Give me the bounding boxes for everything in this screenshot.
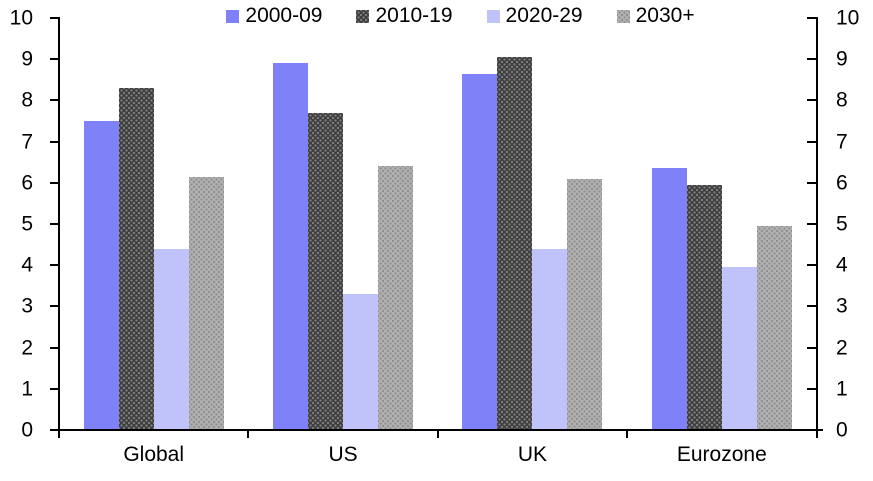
y-axis-right-tick-10: [807, 17, 816, 19]
y-axis-left-tick-3: [50, 305, 59, 308]
legend-label-2030plus: 2030+: [635, 4, 695, 27]
bar-global-2020-29: [153, 248, 189, 430]
y-axis-left-line: [57, 17, 60, 431]
y-axis-left-tick-1: [50, 387, 59, 390]
legend-label-2010-19: 2010-19: [375, 4, 453, 27]
y-axis-right-label-9: 9: [836, 47, 848, 71]
y-axis-right-tick-5: [807, 223, 816, 225]
y-axis-right-label-3: 3: [836, 294, 848, 318]
bar-global-2030plus: [188, 176, 224, 430]
x-axis-label-us: US: [328, 443, 358, 466]
legend-swatch-2010-19: [356, 10, 370, 23]
x-axis-tick-2: [436, 430, 439, 438]
x-axis-label-eurozone: Eurozone: [676, 443, 767, 466]
y-axis-left-tick-4: [50, 264, 59, 267]
bar-eurozone-2000-09: [651, 168, 687, 430]
y-axis-left-tick-2: [50, 346, 59, 349]
legend-item-2000-09: 2000-09: [226, 5, 322, 26]
y-axis-right-tick-2: [807, 346, 816, 349]
y-axis-left-label-8: 8: [21, 88, 33, 112]
legend: 2000-09 2010-19 2020-29 2030+: [24, 5, 873, 26]
bar-global-2000-09: [83, 121, 119, 430]
bar-eurozone-2030plus: [756, 226, 792, 430]
y-axis-left-label-1: 1: [21, 377, 33, 401]
legend-label-2000-09: 2000-09: [245, 4, 323, 27]
y-axis-right-tick-4: [807, 264, 816, 267]
y-axis-left-label-5: 5: [21, 212, 33, 236]
legend-label-2020-29: 2020-29: [505, 4, 583, 27]
y-axis-left-label-7: 7: [21, 130, 33, 154]
y-axis-right-label-1: 1: [836, 377, 848, 401]
y-axis-right-label-2: 2: [836, 336, 848, 360]
x-axis-tick-3: [626, 430, 629, 438]
legend-item-2030plus: 2030+: [616, 4, 695, 27]
y-axis-left-tick-8: [50, 99, 59, 102]
y-axis-left-label-10: 10: [9, 6, 33, 30]
y-axis-left-label-0: 0: [21, 418, 33, 442]
bar-uk-2010-19: [497, 57, 533, 430]
y-axis-right-label-0: 0: [836, 418, 848, 442]
y-axis-left-label-9: 9: [21, 47, 33, 71]
y-axis-left-tick-0: [50, 429, 59, 431]
bar-uk-2000-09: [462, 73, 498, 430]
bar-global-2010-19: [118, 88, 154, 430]
legend-swatch-2030plus: [616, 10, 630, 23]
y-axis-left-tick-9: [50, 58, 59, 61]
y-axis-right-tick-8: [807, 99, 816, 102]
y-axis-right-label-7: 7: [836, 130, 848, 154]
y-axis-right-tick-6: [807, 181, 816, 184]
y-axis-right-label-4: 4: [836, 253, 848, 277]
legend-item-2020-29: 2020-29: [486, 4, 583, 27]
bar-eurozone-2010-19: [686, 184, 722, 430]
bar-us-2000-09: [273, 63, 309, 430]
bar-uk-2030plus: [567, 178, 603, 430]
y-axis-right-tick-7: [807, 140, 816, 143]
y-axis-right-tick-9: [807, 58, 816, 61]
y-axis-right-tick-3: [807, 305, 816, 308]
y-axis-right-label-5: 5: [836, 212, 848, 236]
y-axis-left-tick-10: [50, 17, 59, 19]
y-axis-right-line: [815, 17, 818, 431]
legend-swatch-2020-29: [486, 10, 500, 23]
x-axis-tick-4: [815, 430, 818, 438]
x-axis-line: [57, 429, 823, 431]
bar-eurozone-2020-29: [721, 267, 757, 430]
x-axis-label-uk: UK: [517, 443, 548, 466]
bar-us-2010-19: [308, 112, 344, 430]
y-axis-left-label-3: 3: [21, 294, 33, 318]
y-axis-left-label-6: 6: [21, 171, 33, 195]
y-axis-left-label-4: 4: [21, 253, 33, 277]
y-axis-right-label-8: 8: [836, 88, 848, 112]
y-axis-left-tick-6: [50, 181, 59, 184]
bar-us-2030plus: [378, 166, 414, 430]
y-axis-left-tick-5: [50, 223, 59, 225]
y-axis-left-tick-7: [50, 140, 59, 143]
x-axis-label-global: Global: [123, 443, 185, 466]
x-axis-tick-0: [58, 430, 60, 438]
y-axis-right-tick-1: [807, 387, 816, 390]
bar-uk-2020-29: [532, 248, 568, 430]
y-axis-left-label-2: 2: [21, 336, 33, 360]
legend-swatch-2000-09: [226, 10, 240, 23]
y-axis-right-label-10: 10: [836, 6, 860, 30]
legend-item-2010-19: 2010-19: [356, 4, 453, 27]
x-axis-tick-1: [247, 430, 250, 438]
bar-us-2020-29: [343, 294, 379, 430]
y-axis-right-label-6: 6: [836, 171, 848, 195]
